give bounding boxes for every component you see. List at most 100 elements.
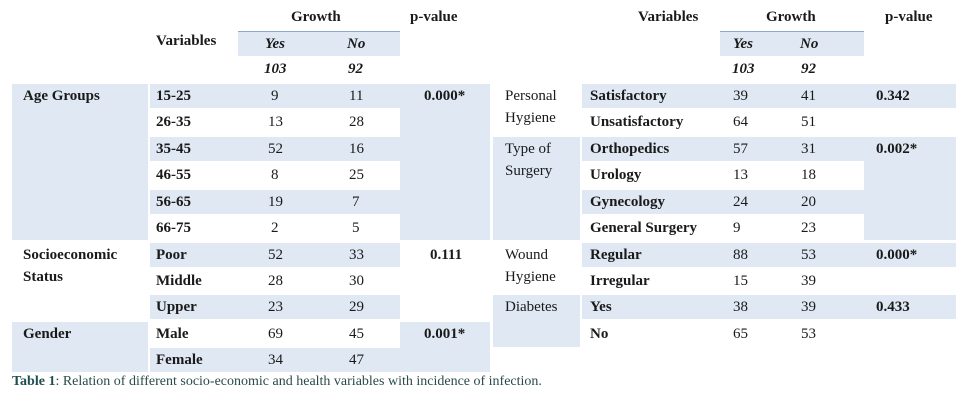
row-label: Upper [156, 299, 197, 315]
yes-header-left: Yes [265, 36, 285, 52]
table-caption: Table 1: Relation of different socio-eco… [12, 374, 542, 390]
variables-header-right: Variables [638, 9, 699, 25]
row-label: No [590, 326, 609, 342]
cell-no: 29 [349, 299, 364, 315]
diabetes-group-shade [493, 295, 580, 347]
gender-pvalue-shade [400, 322, 490, 372]
row-shade-15-25 [150, 84, 400, 108]
cell-yes: 52 [268, 247, 283, 263]
variables-header-left: Variables [156, 33, 217, 49]
row-label: 46-55 [156, 167, 191, 183]
cell-yes: 52 [268, 141, 283, 157]
row-label: Urology [590, 167, 642, 183]
no-header-left: No [347, 36, 366, 52]
cell-no: 39 [801, 273, 816, 289]
wound-pvalue: 0.000* [876, 247, 918, 263]
yes-header-right: Yes [733, 36, 753, 52]
hyg-pvalue-shade [864, 84, 956, 108]
cell-yes: 39 [733, 88, 748, 104]
cell-yes: 34 [268, 352, 283, 368]
ses-label-line1: Socioeconomic [23, 247, 118, 263]
cell-yes: 9 [271, 88, 279, 104]
n-yes-right: 103 [732, 61, 755, 77]
row-label: Regular [590, 247, 642, 263]
surgery-label-line1: Type of [505, 141, 552, 157]
growth-underline-right [720, 31, 864, 32]
diabetes-pvalue: 0.433 [876, 299, 910, 315]
n-no-right: 92 [801, 61, 816, 77]
cell-yes: 19 [268, 194, 283, 210]
ses-pvalue: 0.111 [430, 247, 463, 263]
row-shade-35-45 [150, 137, 400, 161]
row-label: Female [156, 352, 203, 368]
surg-pvalue-shade [864, 137, 956, 240]
growth-underline-left [238, 31, 400, 32]
age-pvalue-shade [400, 84, 490, 240]
table-caption-text: : Relation of different socio-economic a… [55, 374, 542, 389]
row-label: General Surgery [590, 220, 698, 236]
cell-yes: 2 [271, 220, 279, 236]
surgery-pvalue: 0.002* [876, 141, 918, 157]
row-label: Unsatisfactory [590, 114, 684, 130]
cell-yes: 88 [733, 247, 748, 263]
row-shade-satisfactory [582, 84, 864, 108]
hygiene-label-line1: Personal [505, 88, 557, 104]
cell-no: 16 [349, 141, 364, 157]
wound-pvalue-shade [864, 243, 956, 267]
row-shade-upper [150, 295, 400, 319]
cell-yes: 15 [733, 273, 748, 289]
row-label: 26-35 [156, 114, 191, 130]
row-label: Irregular [590, 273, 650, 289]
cell-no: 28 [349, 114, 364, 130]
cell-yes: 24 [733, 194, 748, 210]
row-label: Yes [590, 299, 612, 315]
cell-yes: 64 [733, 114, 748, 130]
cell-yes: 9 [733, 220, 741, 236]
row-label: Satisfactory [590, 88, 667, 104]
cell-no: 39 [801, 299, 816, 315]
cell-no: 51 [801, 114, 816, 130]
row-shade-orthopedics [582, 137, 864, 161]
row-label: 56-65 [156, 194, 191, 210]
cell-no: 7 [352, 194, 360, 210]
row-shade-gynecology [582, 190, 864, 214]
age-pvalue: 0.000* [424, 88, 466, 104]
row-shade-diab-yes [582, 295, 864, 319]
wound-label-line1: Wound [505, 247, 548, 263]
cell-yes: 13 [268, 114, 283, 130]
cell-no: 25 [349, 167, 364, 183]
row-label: Poor [156, 247, 187, 263]
age-groups-label: Age Groups [23, 88, 100, 104]
gender-pvalue: 0.001* [424, 326, 466, 342]
cell-yes: 38 [733, 299, 748, 315]
ses-label-line2: Status [23, 269, 64, 285]
growth-header-left: Growth [291, 9, 341, 25]
cell-yes: 28 [268, 273, 283, 289]
row-shade-regular [582, 243, 864, 267]
no-header-right: No [800, 36, 819, 52]
n-no-left: 92 [348, 61, 363, 77]
cell-no: 23 [801, 220, 816, 236]
row-shade-female [150, 348, 400, 372]
age-group-shade [12, 84, 148, 240]
row-label: 15-25 [156, 88, 191, 104]
row-shade-poor [150, 243, 400, 267]
cell-no: 20 [801, 194, 816, 210]
cell-yes: 57 [733, 141, 748, 157]
cell-yes: 69 [268, 326, 283, 342]
row-label: 35-45 [156, 141, 191, 157]
row-label: Male [156, 326, 189, 342]
surgery-group-shade [493, 137, 580, 240]
row-label: Middle [156, 273, 202, 289]
cell-no: 53 [801, 326, 816, 342]
cell-no: 53 [801, 247, 816, 263]
pvalue-header-left: p-value [410, 9, 458, 25]
cell-no: 18 [801, 167, 816, 183]
cell-no: 47 [349, 352, 364, 368]
diab-pvalue-shade [864, 295, 956, 319]
table-caption-label: Table 1 [12, 374, 56, 389]
cell-yes: 23 [268, 299, 283, 315]
cell-no: 33 [349, 247, 364, 263]
cell-yes: 8 [271, 167, 279, 183]
cell-no: 11 [349, 88, 364, 104]
